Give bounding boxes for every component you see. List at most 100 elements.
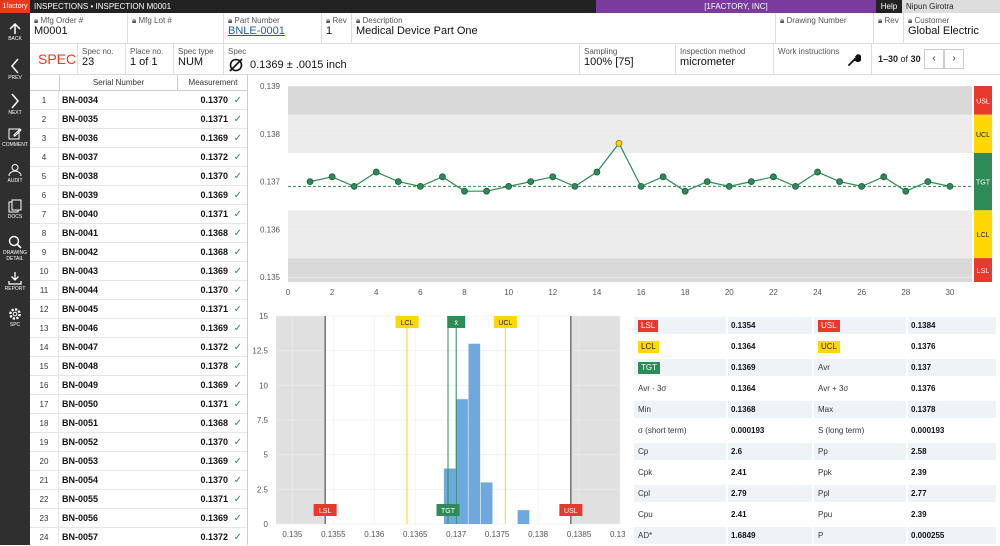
table-row[interactable]: 10 BN-0043 0.1369 ✓ bbox=[30, 262, 247, 281]
row-index: 13 bbox=[30, 319, 59, 338]
row-index: 15 bbox=[30, 357, 59, 376]
table-row[interactable]: 17 BN-0050 0.1371 ✓ bbox=[30, 395, 247, 414]
page-prev-button[interactable]: ‹ bbox=[924, 49, 944, 69]
nav-prev[interactable]: PREV bbox=[0, 58, 30, 81]
nav-spc[interactable]: SPC bbox=[0, 307, 30, 328]
mfg-order-label: 🔒︎ Mfg Order # bbox=[34, 16, 84, 25]
measurement-value: 0.1368 bbox=[200, 228, 228, 238]
data-point bbox=[770, 173, 777, 181]
table-row[interactable]: 6 BN-0039 0.1369 ✓ bbox=[30, 186, 247, 205]
side-nav: BACK PREV NEXT COMMENT AUDIT DOCS DRAWIN… bbox=[0, 13, 30, 545]
band-usl bbox=[974, 86, 992, 115]
x-tick-label: 8 bbox=[462, 288, 467, 297]
stat-label: S (long term) bbox=[818, 426, 865, 435]
data-point bbox=[593, 168, 601, 176]
table-row[interactable]: 7 BN-0040 0.1371 ✓ bbox=[30, 205, 247, 224]
stat-row: σ (short term) 0.000193 S (long term) 0.000… bbox=[632, 420, 996, 441]
help-link[interactable]: Help bbox=[880, 2, 898, 11]
breadcrumb: INSPECTIONS • INSPECTION M0001 bbox=[34, 2, 172, 11]
x-tick-label: 14 bbox=[592, 288, 601, 297]
stat-label: LCL bbox=[634, 338, 726, 355]
method-label: Inspection method bbox=[680, 47, 746, 56]
table-row[interactable]: 2 BN-0035 0.1371 ✓ bbox=[30, 110, 247, 129]
nav-audit[interactable]: AUDIT bbox=[0, 163, 30, 184]
measurement-value: 0.1372 bbox=[200, 532, 228, 542]
lock-icon: 🔒︎ bbox=[780, 16, 785, 25]
table-row[interactable]: 4 BN-0037 0.1372 ✓ bbox=[30, 148, 247, 167]
check-icon: ✓ bbox=[233, 513, 242, 524]
check-icon: ✓ bbox=[233, 361, 242, 372]
table-row[interactable]: 1 BN-0034 0.1370 ✓ bbox=[30, 91, 247, 110]
brand-logo[interactable]: 1factory bbox=[0, 0, 30, 13]
tag-usl bbox=[559, 504, 583, 516]
customer-cell: 🔒︎ Customer Global Electric bbox=[904, 13, 1000, 44]
nav-next[interactable]: NEXT bbox=[0, 93, 30, 116]
table-row[interactable]: 20 BN-0053 0.1369 ✓ bbox=[30, 452, 247, 471]
table-row[interactable]: 13 BN-0046 0.1369 ✓ bbox=[30, 319, 247, 338]
table-row[interactable]: 24 BN-0057 0.1372 ✓ bbox=[30, 528, 247, 545]
stat-label: UCL bbox=[814, 338, 906, 355]
table-row[interactable]: 19 BN-0052 0.1370 ✓ bbox=[30, 433, 247, 452]
nav-drawing-detail[interactable]: DRAWING DETAIL bbox=[0, 235, 30, 262]
y-tick-label: 0.138 bbox=[260, 130, 281, 139]
nav-back[interactable]: BACK bbox=[0, 23, 30, 42]
drawing-number-cell: 🔒︎ Drawing Number bbox=[776, 13, 874, 44]
nav-report-label: REPORT bbox=[4, 286, 26, 292]
table-row[interactable]: 16 BN-0049 0.1369 ✓ bbox=[30, 376, 247, 395]
page-next-button[interactable]: › bbox=[944, 49, 964, 69]
spec-no-label: Spec no. bbox=[82, 47, 114, 56]
table-row[interactable]: 12 BN-0045 0.1371 ✓ bbox=[30, 300, 247, 319]
stat-label: Pp bbox=[814, 443, 906, 460]
measurement-value: 0.1371 bbox=[200, 399, 228, 409]
stat-label: Cpu bbox=[638, 510, 653, 519]
serial-number: BN-0039 bbox=[62, 190, 99, 200]
part-number-link[interactable]: BNLE-0001 bbox=[228, 25, 285, 37]
serial-number: BN-0047 bbox=[62, 342, 99, 352]
check-icon: ✓ bbox=[233, 247, 242, 258]
description-value: Medical Device Part One bbox=[356, 25, 478, 37]
band-lcl bbox=[974, 210, 992, 259]
lock-icon: 🔒︎ bbox=[132, 16, 137, 25]
histogram-bar bbox=[443, 468, 456, 524]
place-no-value: 1 of 1 bbox=[130, 56, 158, 68]
table-row[interactable]: 15 BN-0048 0.1378 ✓ bbox=[30, 357, 247, 376]
table-row[interactable]: 22 BN-0055 0.1371 ✓ bbox=[30, 490, 247, 509]
table-row[interactable]: 23 BN-0056 0.1369 ✓ bbox=[30, 509, 247, 528]
x-tick-label: 0.137 bbox=[446, 530, 467, 539]
stat-tag: LCL bbox=[638, 341, 659, 353]
user-menu[interactable]: Nipun Girotra bbox=[902, 0, 1000, 13]
stat-label: Cpl bbox=[634, 485, 726, 502]
wrench-icon[interactable] bbox=[847, 53, 861, 67]
table-row[interactable]: 8 BN-0041 0.1368 ✓ bbox=[30, 224, 247, 243]
y-tick-label: 0.139 bbox=[260, 82, 281, 91]
stat-value: 2.39 bbox=[911, 510, 927, 519]
table-row[interactable]: 21 BN-0054 0.1370 ✓ bbox=[30, 471, 247, 490]
spec-no-cell: Spec no. 23 bbox=[78, 44, 126, 75]
y-tick-label: 5 bbox=[264, 451, 269, 460]
table-row[interactable]: 9 BN-0042 0.1368 ✓ bbox=[30, 243, 247, 262]
serial-number: BN-0036 bbox=[62, 133, 99, 143]
table-row[interactable]: 11 BN-0044 0.1370 ✓ bbox=[30, 281, 247, 300]
stat-value: 2.6 bbox=[728, 443, 812, 460]
nav-docs[interactable]: DOCS bbox=[0, 199, 30, 220]
nav-comment[interactable]: COMMENT bbox=[0, 127, 30, 148]
table-row[interactable]: 18 BN-0051 0.1368 ✓ bbox=[30, 414, 247, 433]
row-index: 19 bbox=[30, 433, 59, 452]
table-row[interactable]: 14 BN-0047 0.1372 ✓ bbox=[30, 338, 247, 357]
nav-report[interactable]: REPORT bbox=[0, 271, 30, 292]
data-point bbox=[527, 178, 535, 186]
work-instructions-cell[interactable]: Work instructions bbox=[774, 44, 872, 75]
x-tick-label: 0.138 bbox=[528, 530, 549, 539]
table-row[interactable]: 5 BN-0038 0.1370 ✓ bbox=[30, 167, 247, 186]
check-icon: ✓ bbox=[233, 133, 242, 144]
y-tick-label: 0.136 bbox=[260, 225, 281, 234]
table-row[interactable]: 3 BN-0036 0.1369 ✓ bbox=[30, 129, 247, 148]
chevron-left-icon bbox=[11, 58, 19, 74]
data-point bbox=[902, 187, 910, 195]
measurement-value: 0.1371 bbox=[200, 494, 228, 504]
check-icon: ✓ bbox=[233, 95, 242, 106]
work-instructions-label: Work instructions bbox=[778, 47, 840, 56]
tag-label: TGT bbox=[441, 508, 456, 515]
histogram-bar bbox=[456, 399, 468, 524]
serial-number: BN-0048 bbox=[62, 361, 99, 371]
